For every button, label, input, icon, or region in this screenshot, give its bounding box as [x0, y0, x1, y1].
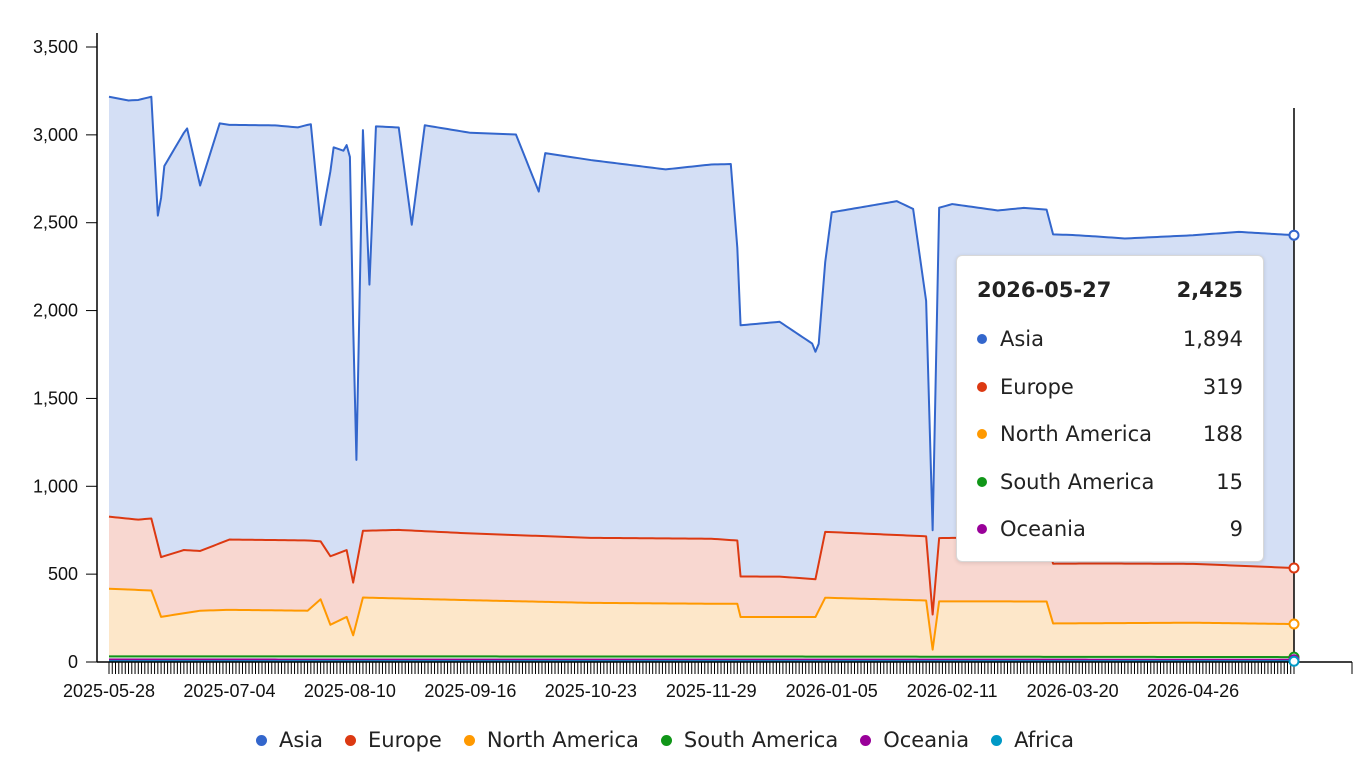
tooltip-row-oceania: Oceania 9	[977, 517, 1243, 541]
line-europe	[108, 515, 1295, 616]
x-tick-label: 2025-10-23	[545, 681, 637, 701]
chart-legend: Asia Europe North America South America …	[0, 728, 1330, 752]
x-tick-label: 2026-02-11	[907, 681, 998, 701]
legend-label: South America	[683, 728, 839, 752]
x-tick-label: 2026-03-20	[1027, 681, 1119, 701]
tooltip-series-name: Oceania	[1000, 517, 1086, 541]
y-tick-label: 2,500	[33, 213, 78, 233]
tooltip-dot-icon	[977, 524, 987, 534]
tooltip-series-name: Asia	[1000, 327, 1045, 351]
tooltip-series-value: 1,894	[1182, 327, 1243, 351]
legend-dot-icon	[860, 734, 872, 746]
tooltip-series-value: 15	[1216, 470, 1243, 494]
hover-point-north-america	[1288, 618, 1300, 630]
legend-label: North America	[486, 728, 639, 752]
y-tick-label: 0	[68, 652, 78, 672]
legend-dot-icon	[660, 734, 672, 746]
hover-point-asia	[1288, 229, 1300, 241]
y-tick-label: 1,000	[33, 476, 78, 496]
tooltip-dot-icon	[977, 429, 987, 439]
legend-item-north-america[interactable]: North America	[463, 728, 639, 752]
tooltip-series-value: 319	[1202, 375, 1243, 399]
tooltip-series-value: 9	[1229, 517, 1243, 541]
y-tick-label: 2,000	[33, 301, 78, 321]
x-tick-label: 2025-05-28	[63, 681, 155, 701]
x-tick-label: 2025-11-29	[666, 681, 757, 701]
tooltip-dot-icon	[977, 477, 987, 487]
tooltip-series-name: North America	[1000, 422, 1153, 446]
legend-item-africa[interactable]: Africa	[991, 728, 1074, 752]
tooltip-dot-icon	[977, 382, 987, 392]
hover-point-europe	[1288, 562, 1300, 574]
chart-tooltip: 2026-05-27 2,425 Asia 1,894 Europe 319 N…	[956, 255, 1264, 562]
legend-label: Asia	[278, 728, 323, 752]
x-tick-label: 2026-01-05	[786, 681, 878, 701]
legend-label: Oceania	[883, 728, 970, 752]
tooltip-dot-icon	[977, 334, 987, 344]
tooltip-row-asia: Asia 1,894	[977, 327, 1243, 351]
y-tick-label: 1,500	[33, 388, 78, 408]
x-tick-label: 2026-04-26	[1147, 681, 1239, 701]
legend-label: Africa	[1014, 728, 1075, 752]
legend-item-europe[interactable]: Europe	[344, 728, 442, 752]
tooltip-series-name: Europe	[1000, 375, 1074, 399]
legend-dot-icon	[463, 734, 475, 746]
tooltip-row-south-america: South America 15	[977, 470, 1243, 494]
line-south-america	[109, 655, 1294, 659]
x-tick-label: 2025-08-10	[304, 681, 396, 701]
legend-label: Europe	[367, 728, 442, 752]
axes: 0 500 1,000 1,500 2,000 2,500 3,000 3,500 2025-0…	[33, 33, 1353, 701]
hover-indicator	[1288, 108, 1300, 667]
x-minor-ticks	[108, 662, 1295, 674]
hover-point-africa	[1288, 655, 1300, 667]
area-north-america	[109, 588, 1294, 658]
tooltip-total: 2,425	[1176, 278, 1243, 302]
y-tick-label: 3,000	[33, 125, 78, 145]
legend-dot-icon	[255, 734, 267, 746]
legend-item-south-america[interactable]: South America	[660, 728, 839, 752]
x-tick-label: 2025-09-16	[424, 681, 516, 701]
tooltip-row-north-america: North America 188	[977, 422, 1243, 446]
tooltip-header: 2026-05-27 2,425	[977, 278, 1243, 302]
legend-item-asia[interactable]: Asia	[255, 728, 323, 752]
line-asia	[108, 95, 1295, 532]
legend-item-oceania[interactable]: Oceania	[860, 728, 969, 752]
x-tick-label: 2025-07-04	[183, 681, 275, 701]
tooltip-date: 2026-05-27	[977, 278, 1112, 302]
tooltip-series-name: South America	[1000, 470, 1155, 494]
legend-dot-icon	[344, 734, 356, 746]
y-tick-label: 3,500	[33, 37, 78, 57]
tooltip-row-europe: Europe 319	[977, 375, 1243, 399]
tooltip-series-value: 188	[1202, 422, 1243, 446]
y-tick-label: 500	[48, 564, 78, 584]
line-north-america	[108, 587, 1295, 651]
legend-dot-icon	[991, 734, 1003, 746]
